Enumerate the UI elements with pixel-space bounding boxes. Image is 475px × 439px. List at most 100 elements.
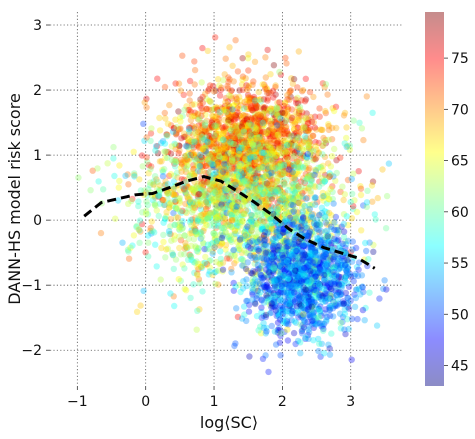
- scatter-point: [226, 103, 233, 110]
- scatter-point: [316, 320, 324, 327]
- scatter-point: [147, 130, 155, 137]
- scatter-point: [264, 283, 271, 290]
- scatter-point: [160, 231, 167, 239]
- scatter-point: [196, 114, 203, 122]
- scatter-point: [187, 216, 194, 224]
- scatter-point: [243, 96, 251, 104]
- scatter-point: [307, 142, 314, 149]
- scatter-point: [266, 147, 273, 154]
- scatter-point: [233, 148, 240, 155]
- scatter-point: [307, 148, 315, 155]
- scatter-point: [234, 103, 242, 110]
- scatter-point: [205, 127, 213, 135]
- scatter-point: [222, 161, 230, 169]
- scatter-point: [167, 290, 174, 297]
- scatter-point: [278, 151, 285, 158]
- scatter-point: [304, 194, 311, 202]
- scatter-point: [285, 130, 292, 137]
- scatter-point: [197, 151, 204, 159]
- scatter-point: [255, 126, 262, 133]
- scatter-point: [292, 96, 299, 103]
- scatter-point: [362, 239, 369, 247]
- scatter-point: [270, 242, 277, 250]
- scatter-point: [211, 243, 218, 251]
- scatter-point: [241, 98, 248, 106]
- scatter-point: [232, 122, 239, 130]
- scatter-point: [302, 114, 309, 122]
- scatter-point: [213, 130, 220, 137]
- scatter-point: [373, 322, 381, 329]
- scatter-point: [243, 317, 250, 325]
- scatter-point: [238, 114, 246, 121]
- scatter-point: [177, 125, 184, 132]
- scatter-point: [259, 119, 266, 127]
- scatter-point: [213, 258, 220, 266]
- scatter-point: [263, 143, 270, 151]
- scatter-point: [283, 140, 291, 147]
- colorbar-tick-label: 55: [451, 256, 469, 272]
- scatter-point: [241, 119, 249, 126]
- scatter-point: [264, 106, 271, 113]
- scatter-point: [355, 168, 362, 175]
- scatter-point: [233, 203, 240, 210]
- scatter-point: [259, 112, 267, 119]
- scatter-point: [343, 134, 350, 142]
- scatter-point: [301, 264, 308, 272]
- scatter-point: [266, 156, 274, 163]
- scatter-point: [221, 102, 229, 110]
- scatter-point: [87, 187, 94, 194]
- scatter-point: [203, 221, 210, 229]
- scatter-point: [327, 171, 334, 179]
- scatter-point: [355, 266, 362, 273]
- scatter-point: [237, 102, 244, 109]
- scatter-point: [332, 177, 339, 184]
- scatter-point: [207, 137, 214, 144]
- scatter-point: [202, 128, 210, 136]
- scatter-point: [185, 150, 192, 158]
- scatter-point: [217, 141, 224, 149]
- scatter-point: [218, 186, 225, 193]
- scatter-point: [239, 130, 246, 137]
- scatter-point: [186, 90, 193, 97]
- scatter-point: [222, 195, 230, 203]
- scatter-point: [187, 253, 195, 260]
- scatter-point: [199, 121, 207, 128]
- scatter-point: [201, 127, 209, 134]
- scatter-point: [308, 181, 315, 189]
- scatter-point: [278, 139, 285, 146]
- scatter-point: [316, 340, 323, 347]
- scatter-point: [197, 163, 204, 170]
- scatter-point: [299, 127, 307, 134]
- scatter-point: [268, 220, 276, 227]
- scatter-point: [282, 146, 289, 154]
- scatter-point: [352, 244, 360, 252]
- scatter-point: [238, 81, 246, 88]
- scatter-point: [163, 131, 170, 138]
- scatter-point: [207, 137, 214, 144]
- scatter-point: [260, 232, 268, 239]
- scatter-point: [231, 136, 238, 143]
- y-tick-label: 0: [33, 213, 42, 229]
- scatter-point: [302, 286, 309, 293]
- scatter-point: [251, 114, 258, 122]
- scatter-point: [228, 165, 235, 172]
- scatter-point: [229, 157, 236, 164]
- scatter-point: [191, 58, 198, 65]
- scatter-point: [298, 218, 306, 225]
- scatter-point: [359, 283, 366, 290]
- scatter-point: [155, 212, 162, 220]
- scatter-point: [284, 326, 291, 333]
- scatter-point: [238, 163, 246, 170]
- scatter-point: [327, 223, 335, 230]
- scatter-point: [197, 156, 204, 163]
- scatter-point: [230, 126, 238, 133]
- scatter-point: [340, 112, 348, 119]
- scatter-point: [235, 134, 242, 141]
- scatter-point: [183, 143, 191, 150]
- scatter-point: [229, 160, 237, 168]
- scatter-point: [257, 131, 265, 139]
- scatter-point: [181, 163, 188, 170]
- scatter-point: [326, 345, 333, 352]
- scatter-point: [125, 255, 133, 262]
- scatter-point: [189, 113, 196, 120]
